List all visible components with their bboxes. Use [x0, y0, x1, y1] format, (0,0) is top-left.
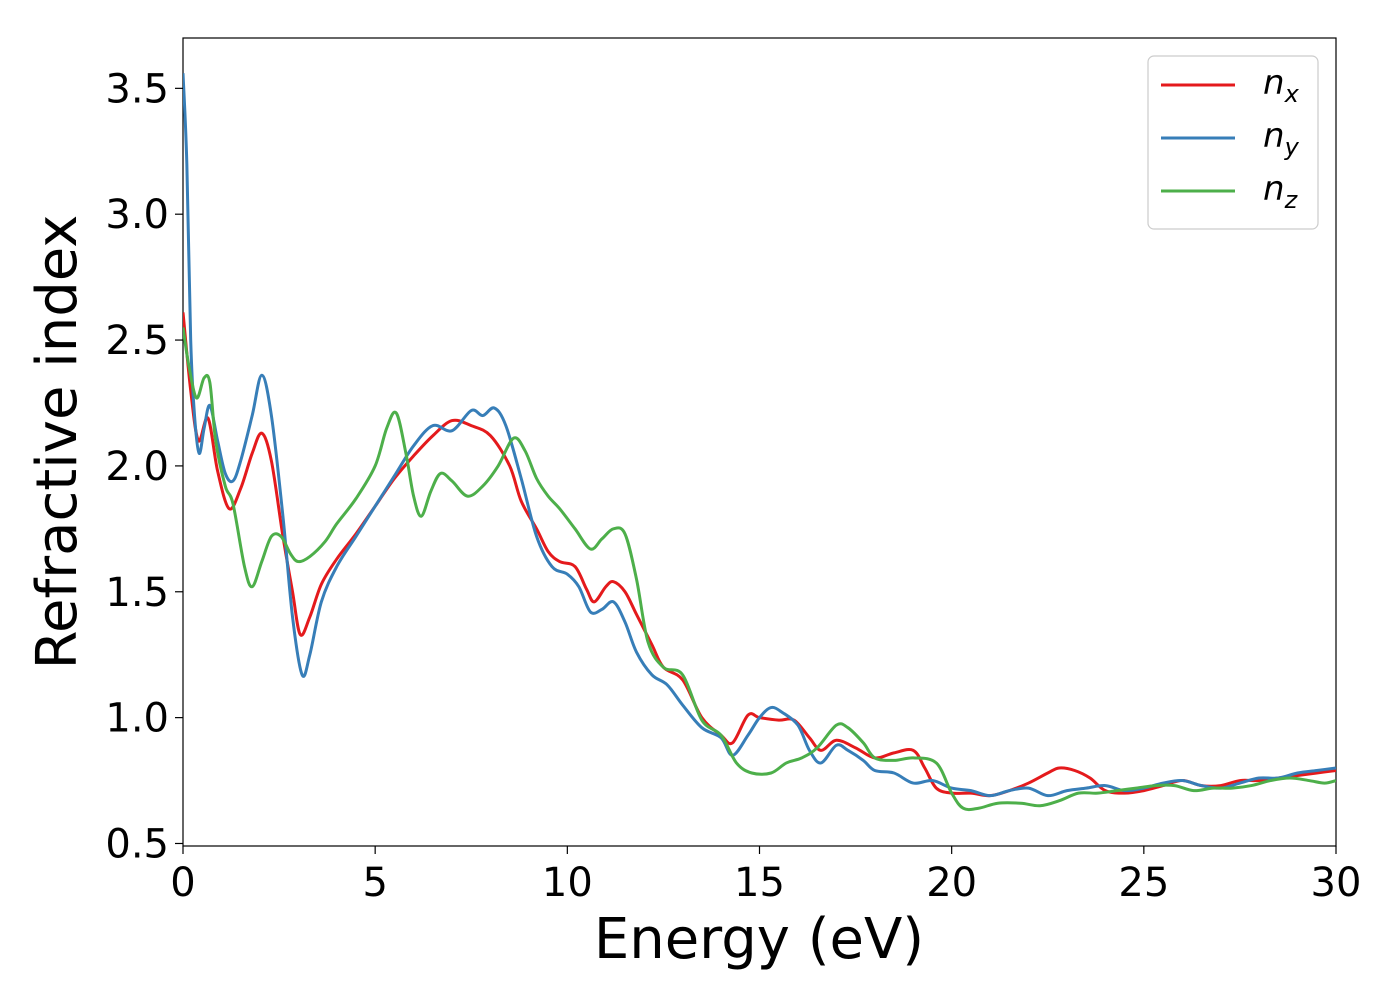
y-tick-label: 3.5 [105, 66, 169, 112]
y-tick-label: 1.5 [105, 570, 169, 616]
legend-label-y: ny [1263, 116, 1300, 161]
series-layer [183, 73, 1336, 812]
y-tick-label: 3.0 [105, 192, 169, 238]
legend-label-x: nx [1263, 63, 1300, 108]
x-tick-label: 0 [170, 860, 195, 906]
x-tick-label: 15 [734, 860, 785, 906]
legend-label-z: nz [1263, 169, 1299, 214]
x-tick-label: 20 [926, 860, 977, 906]
series-line-x [183, 312, 1336, 798]
series-line-y [183, 73, 1336, 798]
series-line-z [183, 327, 1336, 812]
x-tick-label: 10 [542, 860, 593, 906]
y-tick-label: 2.5 [105, 318, 169, 364]
legend-box [1147, 55, 1319, 230]
x-tick-label: 5 [362, 860, 387, 906]
y-axis-title: Refractive index [25, 215, 90, 670]
x-tick-label: 25 [1118, 860, 1169, 906]
y-axis-ticks: 0.5 1.0 1.5 2.0 2.5 3.0 3.5 [105, 66, 183, 867]
x-axis-title: Energy (eV) [594, 907, 924, 972]
y-tick-label: 2.0 [105, 444, 169, 490]
legend: nx ny nz [1147, 55, 1319, 230]
y-tick-label: 1.0 [105, 696, 169, 742]
y-tick-label: 0.5 [105, 821, 169, 867]
x-axis-ticks: 0 5 10 15 20 25 30 [170, 846, 1361, 906]
x-tick-label: 30 [1311, 860, 1362, 906]
